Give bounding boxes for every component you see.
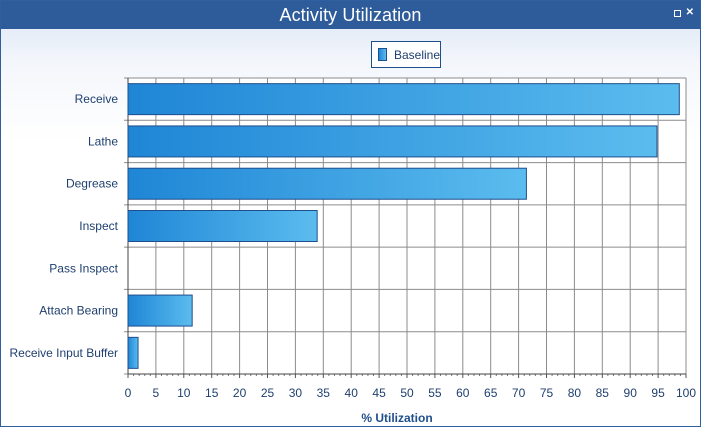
x-tick-label: 10 bbox=[177, 386, 191, 400]
category-label: Receive Input Buffer bbox=[9, 346, 118, 360]
x-tick-label: 100 bbox=[676, 386, 696, 400]
x-axis-title: % Utilization bbox=[361, 411, 432, 425]
category-label: Degrease bbox=[66, 177, 118, 191]
x-tick-label: 5 bbox=[153, 386, 160, 400]
x-tick-label: 0 bbox=[125, 386, 132, 400]
title-bar: Activity Utilization ✕ bbox=[1, 1, 700, 29]
category-label: Inspect bbox=[79, 219, 118, 233]
x-tick-label: 65 bbox=[484, 386, 498, 400]
x-tick-label: 30 bbox=[289, 386, 303, 400]
x-tick-label: 75 bbox=[540, 386, 554, 400]
x-tick-label: 90 bbox=[624, 386, 638, 400]
bar-receive bbox=[127, 83, 680, 116]
x-tick-label: 85 bbox=[596, 386, 610, 400]
category-label: Lathe bbox=[88, 134, 118, 148]
bar-receive-input-buffer bbox=[127, 336, 139, 369]
x-tick-label: 35 bbox=[317, 386, 331, 400]
x-tick-label: 60 bbox=[456, 386, 470, 400]
x-tick-label: 25 bbox=[261, 386, 275, 400]
category-label: Attach Bearing bbox=[39, 304, 118, 318]
restore-icon[interactable] bbox=[673, 9, 681, 17]
bar-lathe bbox=[127, 125, 658, 158]
x-tick-label: 95 bbox=[651, 386, 665, 400]
bar-degrease bbox=[127, 167, 527, 200]
category-label: Receive bbox=[75, 92, 119, 106]
category-label: Pass Inspect bbox=[49, 261, 118, 275]
x-tick-label: 70 bbox=[512, 386, 526, 400]
window-controls: ✕ bbox=[673, 7, 694, 18]
chart-legend: Baseline bbox=[371, 41, 441, 68]
x-tick-label: 15 bbox=[205, 386, 219, 400]
x-tick-label: 20 bbox=[233, 386, 247, 400]
legend-swatch-baseline bbox=[378, 48, 387, 61]
legend-label-baseline: Baseline bbox=[393, 47, 440, 62]
x-tick-label: 80 bbox=[568, 386, 582, 400]
x-tick-label: 40 bbox=[345, 386, 359, 400]
window-title: Activity Utilization bbox=[279, 4, 422, 25]
bar-inspect bbox=[127, 210, 318, 242]
bar-attach-bearing bbox=[127, 294, 193, 327]
x-tick-label: 50 bbox=[400, 386, 414, 400]
close-icon[interactable]: ✕ bbox=[685, 7, 694, 18]
x-tick-label: 45 bbox=[372, 386, 386, 400]
x-tick-label: 55 bbox=[428, 386, 442, 400]
